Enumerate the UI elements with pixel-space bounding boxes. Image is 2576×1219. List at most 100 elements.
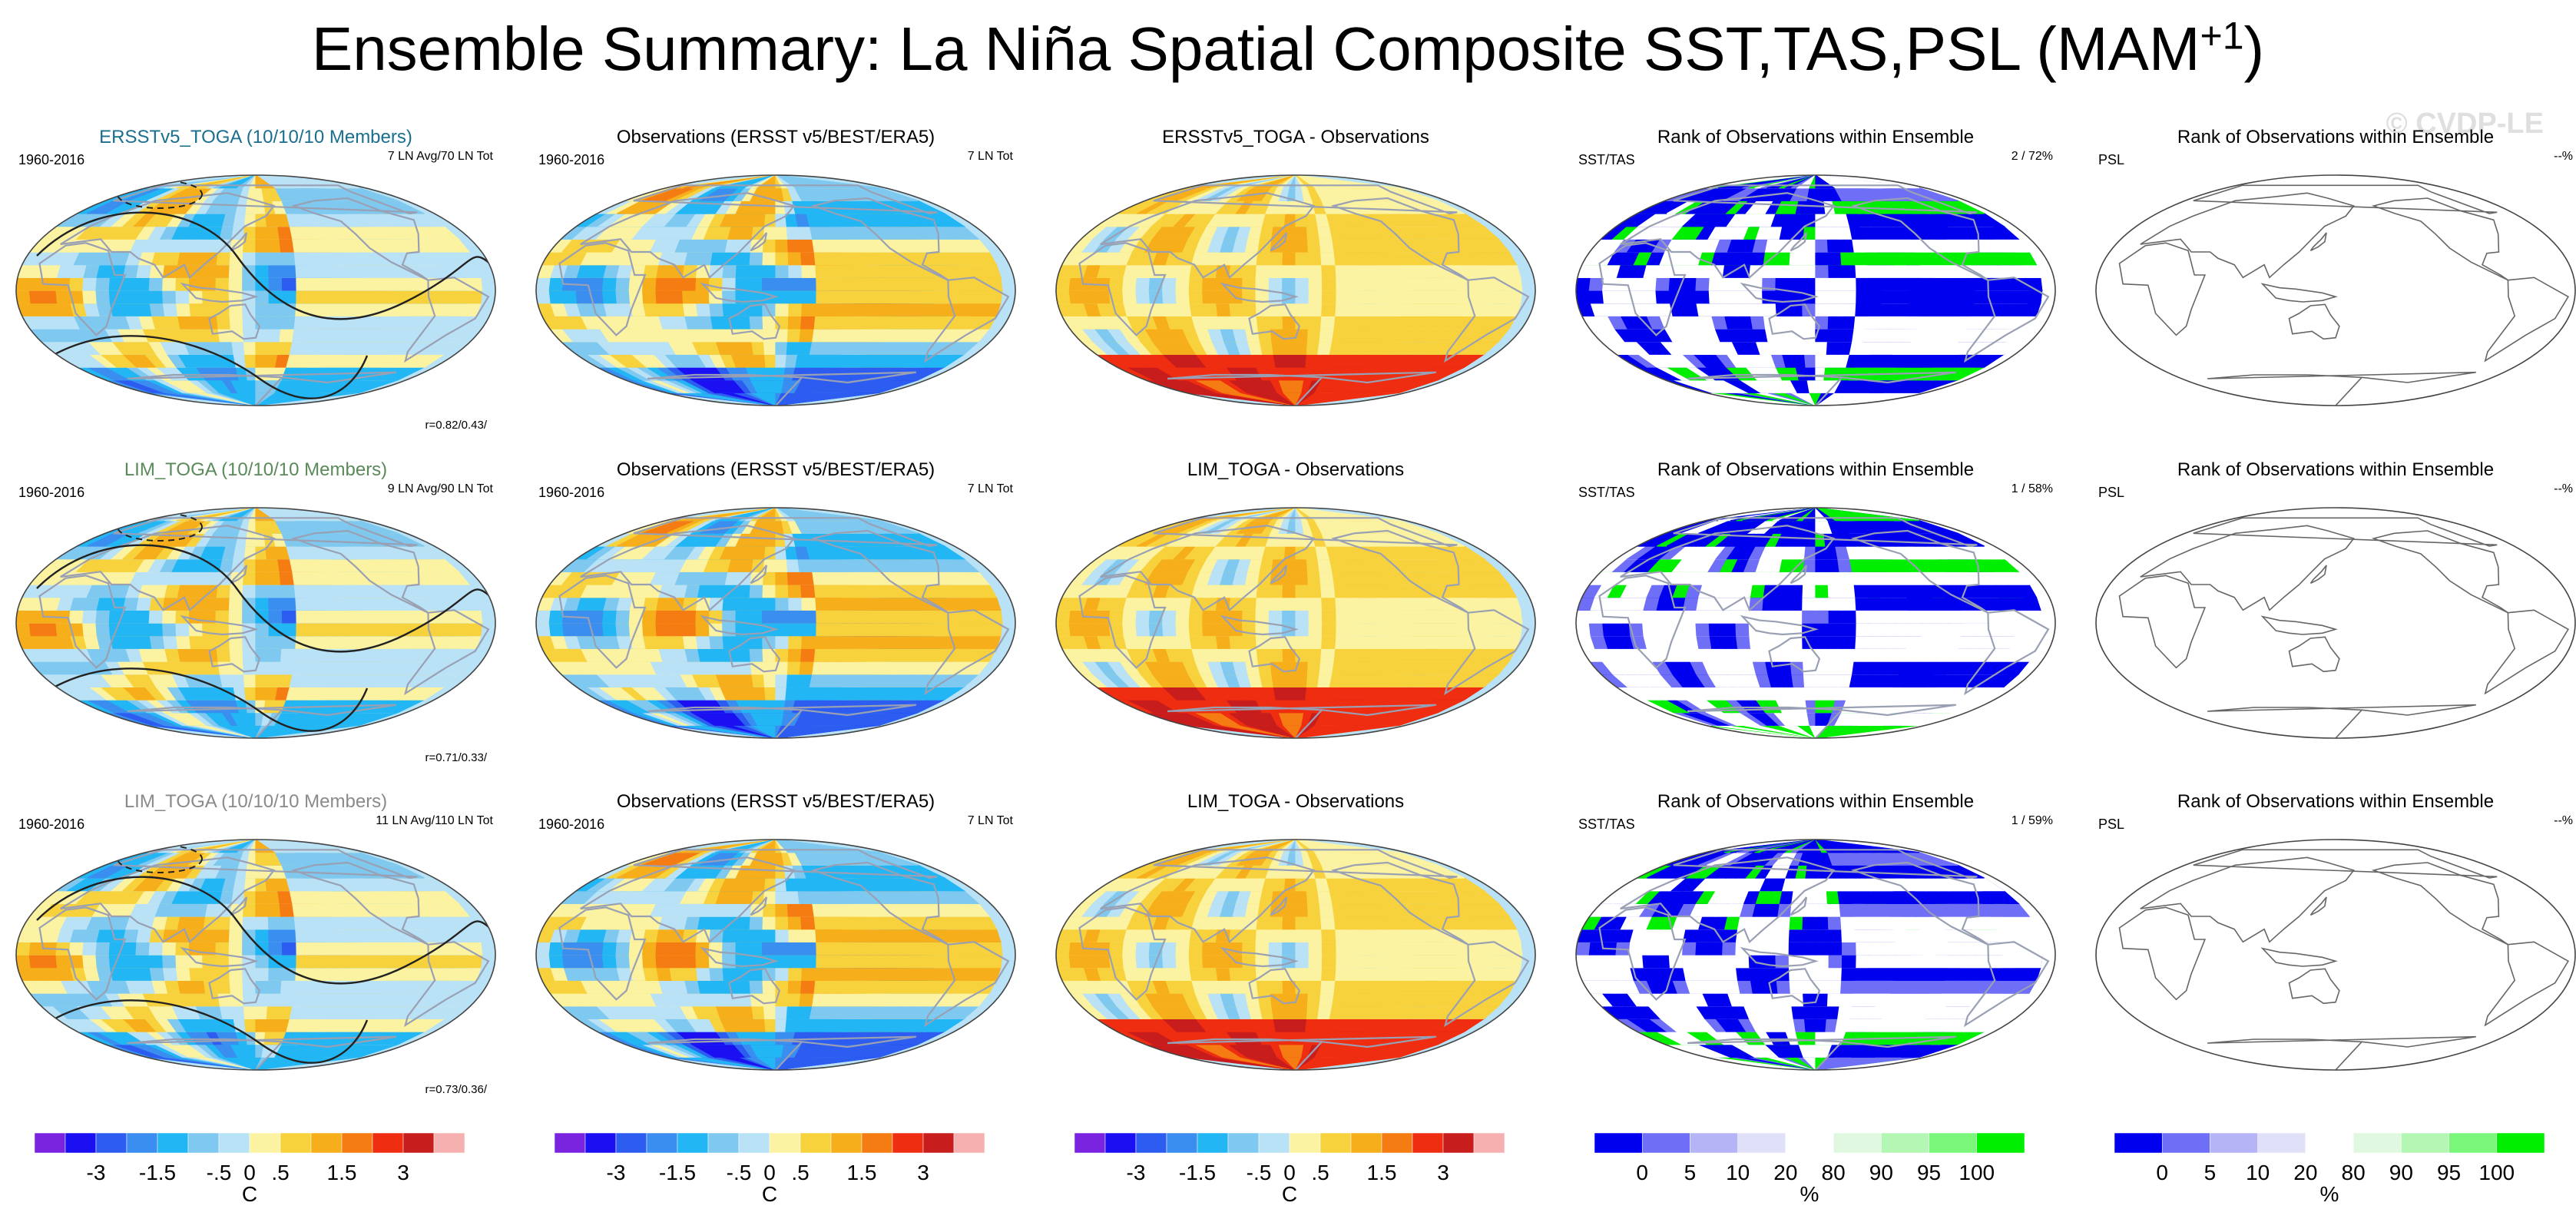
grid-cell (588, 609, 604, 624)
grid-cell (1708, 277, 1724, 291)
coastline-greenland (113, 184, 418, 215)
grid-cell (175, 290, 190, 304)
map-plot (535, 174, 1016, 406)
grid-cell (668, 277, 684, 291)
grid-cell (82, 277, 98, 291)
grid-cell (788, 303, 803, 316)
grid-cell (1256, 315, 1271, 330)
grid-cell (1319, 238, 1334, 253)
grid-cell (1815, 353, 1828, 368)
grid-cell (1837, 674, 1853, 687)
grid-cell (148, 290, 164, 304)
grid-cell (724, 571, 741, 585)
grid-cell (1789, 315, 1804, 330)
grid-cell (765, 366, 776, 381)
grid-cell (255, 303, 270, 316)
grid-cell (1321, 597, 1336, 611)
grid-cell (1307, 648, 1323, 662)
grid-cell (753, 686, 767, 701)
grid-cell (748, 609, 763, 624)
grid-cell (268, 597, 283, 611)
panel-title: LIM_TOGA - Observations (1187, 459, 1405, 480)
grid-cell (1285, 200, 1296, 214)
grid-cell (1273, 686, 1286, 701)
grid-cell (1295, 686, 1308, 701)
map-panel: Observations (ERSST v5/BEST/ERA5) 1960-20… (526, 127, 1025, 449)
grid-cell (1244, 238, 1261, 253)
grid-cell (1803, 674, 1816, 687)
grid-cell (1229, 303, 1245, 316)
grid-cell (1259, 226, 1274, 240)
grid-cell (215, 597, 230, 611)
grid-cell (1257, 328, 1273, 343)
grid-cell (775, 277, 790, 291)
grid-cell (775, 353, 788, 368)
grid-cell (762, 277, 776, 291)
grid-cell (148, 277, 164, 291)
grid-cell (1321, 622, 1336, 637)
grid-cell (749, 315, 764, 330)
grid-cell (682, 609, 697, 624)
grid-cell (1202, 622, 1217, 637)
grid-cell (1202, 290, 1217, 304)
panel-right-label: 7 LN Tot (967, 482, 1013, 495)
grid-cell (775, 597, 790, 611)
grid-cell (1256, 648, 1271, 662)
grid-cell (656, 597, 673, 611)
grid-cell (575, 290, 591, 304)
grid-cell (737, 328, 753, 343)
grid-cell (1295, 238, 1309, 253)
grid-cell (709, 303, 725, 316)
grid-cell (1308, 277, 1323, 291)
grid-cell (279, 661, 294, 675)
grid-cell (1242, 303, 1257, 316)
grid-cell (267, 584, 283, 598)
coastline-antarctica (127, 371, 396, 406)
grid-cell (1229, 635, 1245, 649)
grid-cell (228, 609, 243, 624)
grid-cell (281, 290, 296, 304)
grid-cell (1793, 213, 1806, 227)
grid-cell (668, 622, 684, 637)
grid-cell (536, 290, 551, 304)
grid-cell (735, 277, 750, 291)
grid-cell (1722, 277, 1737, 291)
grid-cell (775, 303, 790, 316)
grid-cell (1255, 597, 1270, 611)
grid-cell (775, 341, 789, 355)
grid-cell (228, 597, 243, 611)
grid-cell (1295, 341, 1309, 355)
grid-cell (135, 622, 151, 637)
grid-cell (1837, 341, 1853, 355)
grid-cell (709, 635, 725, 649)
grid-cell (656, 264, 673, 278)
grid-cell (1815, 674, 1829, 687)
panel-title: Observations (ERSST v5/BEST/ERA5) (616, 459, 935, 480)
grid-cell (1655, 277, 1671, 291)
grid-cell (1176, 597, 1193, 611)
grid-cell (1215, 622, 1230, 637)
grid-cell (753, 545, 767, 560)
grid-cell (68, 277, 84, 291)
grid-cell (799, 238, 814, 253)
grid-cell (255, 353, 268, 368)
grid-cell (267, 661, 282, 675)
grid-cell (1321, 264, 1336, 278)
grid-cell (748, 264, 763, 278)
grid-cell (136, 597, 153, 611)
grid-cell (1319, 571, 1334, 585)
grid-cell (149, 303, 166, 316)
grid-cell (801, 277, 816, 291)
psl-contour (36, 211, 495, 320)
map-plot (2095, 174, 2576, 406)
grid-cell (16, 622, 31, 637)
grid-cell (1308, 290, 1323, 304)
grid-cell (1242, 264, 1257, 278)
grid-cell (16, 609, 31, 624)
coastline-australia (2288, 303, 2340, 340)
grid-cell (1285, 366, 1296, 381)
grid-cell (1295, 277, 1310, 291)
grid-cell (800, 584, 816, 598)
grid-cell (1682, 277, 1697, 291)
map-plot (1575, 174, 2056, 406)
